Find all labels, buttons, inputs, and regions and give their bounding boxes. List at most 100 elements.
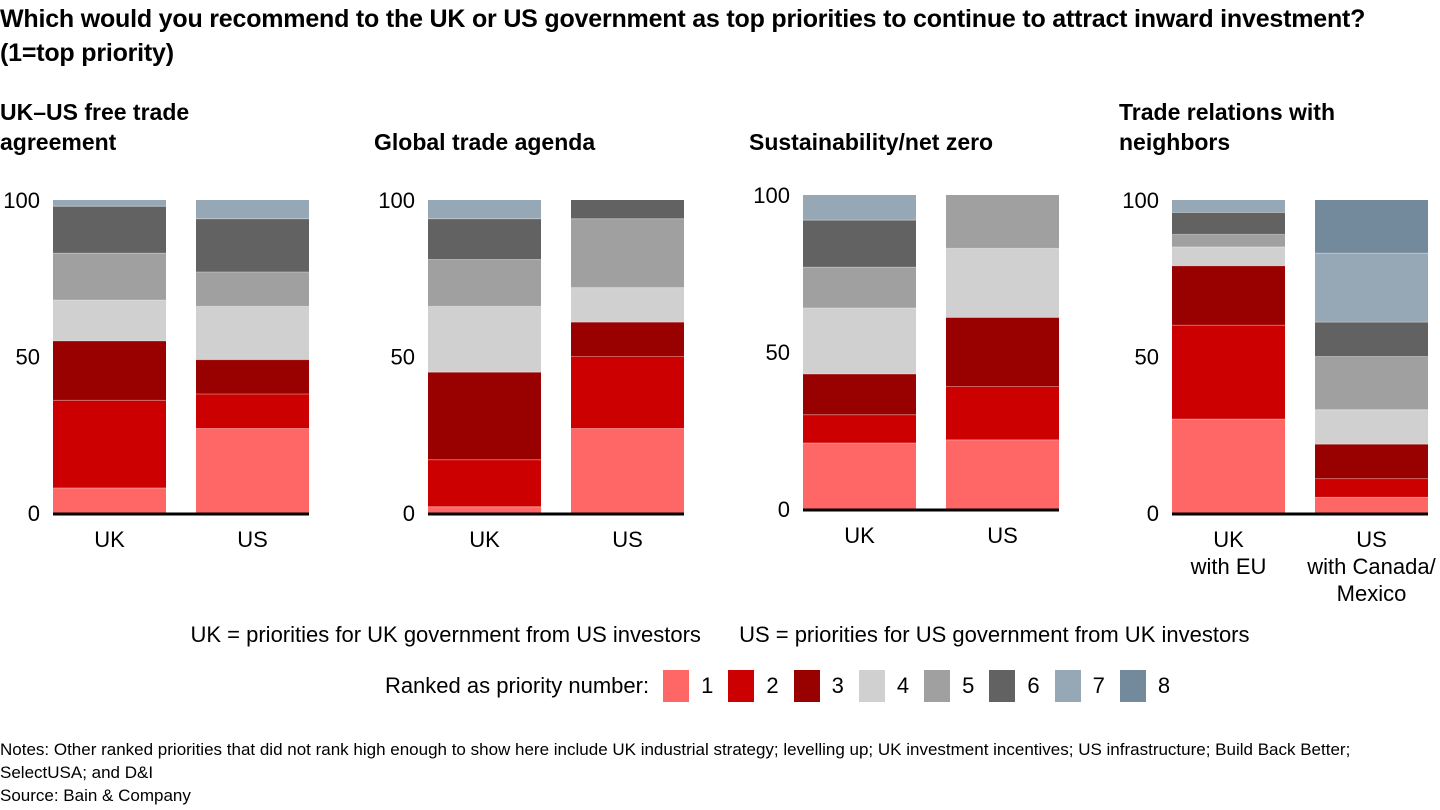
bar-segment-rank-2 (53, 400, 166, 488)
bar-segment-rank-1 (196, 428, 309, 513)
x-tick-label: US (1356, 527, 1387, 552)
chart-panel-2: 0 50 100 UK US (753, 183, 1059, 548)
legend-item-2: 2 (728, 670, 779, 702)
bar-segment-rank-1 (571, 428, 684, 513)
legend-swatch (1119, 670, 1146, 702)
bar-segment-rank-2 (803, 414, 916, 444)
bar-segment-rank-5 (1172, 234, 1285, 247)
bar-segment-rank-1 (1315, 497, 1428, 513)
bar-segment-rank-5 (53, 253, 166, 301)
bar-segment-rank-7 (803, 195, 916, 221)
x-tick-label: UK (94, 527, 125, 552)
legend-item-4: 4 (858, 670, 910, 702)
legend-item-5: 5 (924, 670, 974, 702)
bar-segment-rank-6 (428, 218, 541, 260)
y-tick-label: 100 (378, 188, 415, 213)
panel-title-line: Sustainability/net zero (749, 129, 994, 155)
legend-label: Ranked as priority number: (384, 673, 650, 698)
legend-item-label: 4 (896, 673, 910, 698)
chart-panel-0: 0 50 100 UK US (3, 188, 309, 552)
bar-segment-rank-3 (1315, 444, 1428, 479)
bar-segment-rank-6 (1315, 322, 1428, 357)
bar-segment-rank-7 (53, 200, 166, 207)
legend-item-label: 6 (1027, 673, 1040, 698)
bar-segment-rank-6 (1172, 212, 1285, 235)
legend-item-3: 3 (793, 670, 844, 702)
legend-definition-uk: UK = priorities for UK government from U… (190, 622, 701, 647)
bar-segment-rank-4 (428, 306, 541, 373)
bar-segment-rank-2 (196, 394, 309, 429)
legend-item-label: 2 (766, 673, 779, 698)
legend-item-label: 8 (1157, 673, 1171, 698)
bar-segment-rank-1 (1172, 419, 1285, 513)
bar-segment-rank-1 (803, 443, 916, 509)
panel-title-free-trade: UK–US free trade agreement (0, 97, 189, 157)
bar-segment-rank-3 (53, 340, 166, 401)
bar-segment-rank-4 (803, 308, 916, 374)
x-tick-label: US (987, 523, 1018, 548)
y-tick-label: 50 (16, 345, 40, 370)
bar-segment-rank-5 (571, 218, 684, 288)
bar-segment-rank-6 (571, 200, 684, 219)
bar-segment-rank-4 (53, 300, 166, 341)
bar-segment-rank-6 (803, 220, 916, 268)
legend-swatch (663, 670, 690, 702)
legend-definition-us: US = priorities for US government from U… (739, 622, 1250, 647)
bar-segment-rank-4 (1315, 409, 1428, 445)
bar-segment-rank-8 (1315, 200, 1428, 254)
bar-segment-rank-3 (428, 372, 541, 460)
legend-swatch (924, 670, 951, 702)
y-tick-label: 100 (3, 188, 40, 213)
bar-segment-rank-7 (1172, 200, 1285, 213)
source-text: Source: Bain & Company (0, 786, 191, 805)
bar-segment-rank-4 (946, 248, 1059, 318)
y-tick-label: 0 (403, 501, 415, 526)
legend-item-8: 8 (1119, 670, 1171, 702)
bar-segment-rank-5 (946, 195, 1059, 249)
y-tick-label: 0 (28, 501, 40, 526)
x-tick-label: with EU (1190, 554, 1267, 579)
panel-title-line: UK–US free trade (0, 99, 190, 125)
bar-segment-rank-4 (571, 287, 684, 323)
x-tick-label: US (612, 527, 643, 552)
bar-segment-rank-1 (428, 506, 541, 513)
bar-segment-rank-2 (571, 356, 684, 429)
panel-title-line: agreement (0, 129, 117, 155)
y-tick-label: 100 (753, 183, 790, 208)
y-tick-label: 50 (1135, 345, 1159, 370)
legend-item-label: 7 (1092, 673, 1105, 698)
bar-segment-rank-2 (1315, 478, 1428, 498)
legend-item-label: 1 (701, 673, 714, 698)
notes-text: Notes: Other ranked priorities that did … (0, 740, 1351, 782)
x-tick-label: UK (844, 523, 875, 548)
bar-segment-rank-3 (571, 322, 684, 357)
legend-item-label: 5 (962, 673, 975, 698)
bar-segment-rank-3 (803, 373, 916, 415)
bar-segment-rank-7 (1315, 253, 1428, 323)
y-tick-label: 50 (391, 345, 415, 370)
legend-swatch (858, 670, 885, 702)
legend-item-label: 3 (831, 673, 844, 698)
y-tick-label: 0 (778, 497, 790, 522)
x-tick-label: Mexico (1337, 581, 1407, 606)
legend-swatch (989, 670, 1016, 702)
bar-segment-rank-1 (53, 487, 166, 513)
bar-segment-rank-2 (1172, 325, 1285, 420)
bar-segment-rank-5 (196, 271, 309, 307)
x-tick-label: US (237, 527, 268, 552)
y-tick-label: 0 (1147, 501, 1159, 526)
bar-segment-rank-2 (428, 459, 541, 507)
chart-panel-1: 0 50 100 UK US (378, 188, 684, 552)
legend-definitions: UK = priorities for UK government from U… (0, 622, 1440, 648)
bar-segment-rank-7 (196, 200, 309, 219)
legend-swatch (728, 670, 755, 702)
legend: Ranked as priority number: 1 2 3 4 5 6 7 8 (0, 670, 1440, 702)
legend-item-6: 6 (989, 670, 1040, 702)
bar-segment-rank-6 (53, 206, 166, 254)
panel-title-line: Trade relations with (1119, 99, 1335, 125)
bar-segment-rank-4 (196, 306, 309, 360)
x-tick-label: UK (469, 527, 500, 552)
chart-title: Which would you recommend to the UK or U… (0, 5, 1366, 67)
panel-title-global-trade: Global trade agenda (374, 97, 595, 157)
bar-segment-rank-6 (196, 218, 309, 272)
